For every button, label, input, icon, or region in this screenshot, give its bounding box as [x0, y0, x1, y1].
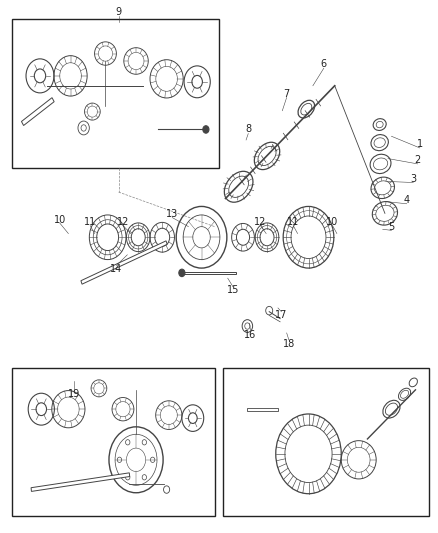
Circle shape — [179, 269, 185, 277]
Text: 12: 12 — [254, 217, 267, 228]
Text: 11: 11 — [84, 217, 96, 228]
FancyArrow shape — [81, 241, 167, 284]
FancyArrow shape — [247, 408, 278, 411]
Bar — [223, 368, 428, 516]
FancyArrow shape — [31, 473, 130, 491]
FancyArrow shape — [182, 271, 237, 274]
Text: 19: 19 — [68, 389, 80, 399]
Text: 2: 2 — [414, 155, 421, 165]
Text: 10: 10 — [326, 217, 339, 228]
Text: 7: 7 — [283, 88, 290, 99]
Text: 9: 9 — [116, 7, 122, 18]
Text: 16: 16 — [244, 329, 257, 340]
Bar — [12, 368, 215, 516]
Text: 5: 5 — [389, 222, 395, 232]
Text: 4: 4 — [404, 195, 410, 205]
Text: 8: 8 — [245, 124, 251, 134]
Text: 1: 1 — [417, 139, 423, 149]
Text: 18: 18 — [283, 338, 295, 349]
Text: 12: 12 — [117, 217, 129, 228]
Text: 15: 15 — [227, 286, 239, 295]
Text: 3: 3 — [410, 174, 417, 184]
Text: 11: 11 — [287, 217, 299, 228]
Bar — [12, 19, 219, 168]
Text: 17: 17 — [275, 310, 288, 320]
Text: 6: 6 — [321, 60, 327, 69]
Text: 13: 13 — [166, 209, 178, 220]
Text: 10: 10 — [53, 215, 66, 225]
Circle shape — [203, 126, 209, 133]
Text: 14: 14 — [110, 264, 123, 274]
FancyArrow shape — [21, 98, 54, 125]
